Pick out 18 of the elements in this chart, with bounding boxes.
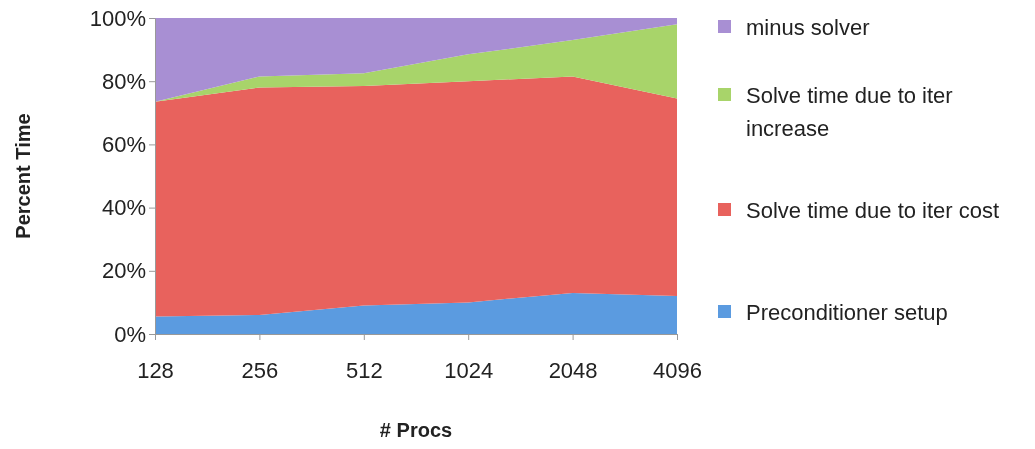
y-tick-label: 20% — [101, 258, 146, 284]
legend-label: minus solver — [746, 15, 870, 40]
x-axis-title: # Procs — [379, 419, 453, 441]
y-tick-label: 100% — [89, 5, 146, 31]
x-tick-label: 1024 — [444, 357, 494, 383]
y-tick-label: 0% — [114, 321, 146, 347]
x-tick-label: 4096 — [653, 357, 702, 383]
y-tick-label: 80% — [101, 68, 146, 94]
x-tick-label: 512 — [345, 357, 383, 383]
x-tick-label: 256 — [241, 357, 279, 383]
legend-label: Solve time due to iter cost — [746, 198, 1000, 223]
x-tick-label: 2048 — [548, 357, 598, 383]
legend-label: Solve time due to iter increase — [746, 83, 953, 141]
x-tick-label: 128 — [137, 357, 174, 383]
legend-label: Preconditioner setup — [746, 300, 948, 325]
y-tick-label: 40% — [101, 195, 146, 221]
y-tick-label: 60% — [101, 131, 146, 157]
y-axis-title: Percent Time — [12, 113, 34, 239]
